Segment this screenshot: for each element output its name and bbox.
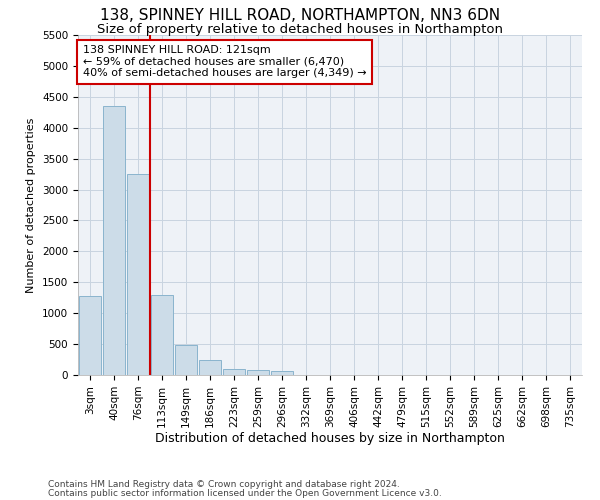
- Bar: [127, 174, 149, 375]
- Text: Size of property relative to detached houses in Northampton: Size of property relative to detached ho…: [97, 22, 503, 36]
- Text: Contains HM Land Registry data © Crown copyright and database right 2024.: Contains HM Land Registry data © Crown c…: [48, 480, 400, 489]
- Bar: [79, 296, 101, 375]
- X-axis label: Distribution of detached houses by size in Northampton: Distribution of detached houses by size …: [155, 432, 505, 446]
- Bar: [199, 360, 221, 375]
- Text: 138, SPINNEY HILL ROAD, NORTHAMPTON, NN3 6DN: 138, SPINNEY HILL ROAD, NORTHAMPTON, NN3…: [100, 8, 500, 22]
- Bar: [103, 106, 125, 375]
- Bar: [223, 369, 245, 375]
- Bar: [175, 346, 197, 375]
- Bar: [247, 370, 269, 375]
- Text: Contains public sector information licensed under the Open Government Licence v3: Contains public sector information licen…: [48, 488, 442, 498]
- Y-axis label: Number of detached properties: Number of detached properties: [26, 118, 37, 292]
- Bar: [271, 372, 293, 375]
- Text: 138 SPINNEY HILL ROAD: 121sqm
← 59% of detached houses are smaller (6,470)
40% o: 138 SPINNEY HILL ROAD: 121sqm ← 59% of d…: [83, 45, 367, 78]
- Bar: [151, 294, 173, 375]
